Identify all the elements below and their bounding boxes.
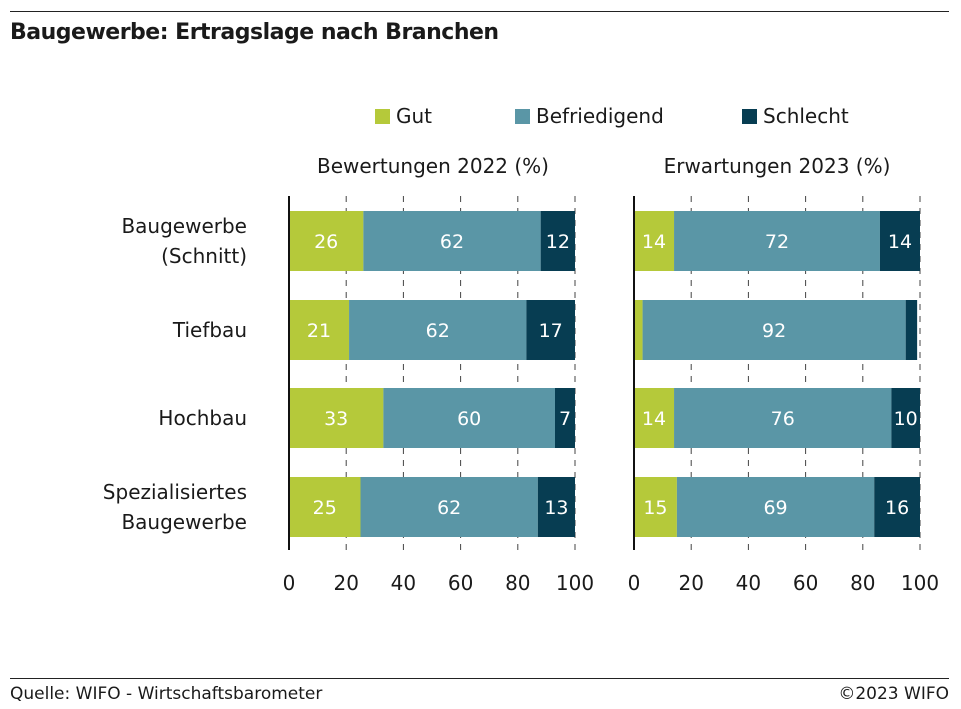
data-label-1-3-gut: 15 — [643, 497, 667, 519]
copyright-note: ©2023 WIFO — [838, 684, 949, 704]
tick-label-1-20: 20 — [678, 571, 703, 595]
tick-label-0-80: 80 — [505, 571, 530, 595]
category-label-2-0: Hochbau — [158, 406, 247, 430]
data-label-0-1-gut: 21 — [307, 320, 331, 342]
bar-1-0-befriedigend — [674, 211, 880, 271]
chart-title: Baugewerbe: Ertragslage nach Branchen — [10, 20, 499, 45]
data-label-0-3-schlecht: 13 — [544, 497, 568, 519]
top-rule — [10, 11, 949, 12]
bar-1-1-befriedigend — [642, 300, 906, 360]
panel-title-2022: Bewertungen 2022 (%) — [316, 154, 549, 178]
legend-label-gut: Gut — [396, 104, 433, 128]
data-label-1-2-schlecht: 10 — [894, 408, 918, 430]
bar-0-0-befriedigend — [363, 211, 541, 271]
category-label-1-0: Tiefbau — [172, 318, 247, 342]
bar-1-3-schlecht — [874, 477, 920, 537]
tick-label-1-40: 40 — [736, 571, 761, 595]
legend: Gut Befriedigend Schlecht — [0, 103, 961, 129]
legend-label-schlecht: Schlecht — [763, 104, 849, 128]
tick-label-0-0: 0 — [283, 571, 296, 595]
data-label-1-3-schlecht: 16 — [885, 497, 909, 519]
bar-1-1-gut — [634, 300, 643, 360]
bar-0-3-schlecht — [537, 477, 575, 537]
data-label-0-3-gut: 25 — [313, 497, 337, 519]
data-label-1-1-befriedigend: 92 — [762, 320, 786, 342]
data-label-1-2-befriedigend: 76 — [771, 408, 795, 430]
bar-0-2-schlecht — [554, 388, 575, 448]
tick-label-1-80: 80 — [850, 571, 875, 595]
tick-label-0-20: 20 — [333, 571, 358, 595]
bar-0-0-schlecht — [540, 211, 575, 271]
bar-1-2-befriedigend — [674, 388, 892, 448]
data-label-0-2-gut: 33 — [324, 408, 348, 430]
legend-swatch-gut — [375, 108, 390, 124]
category-label-0-1: (Schnitt) — [161, 244, 247, 268]
bar-1-0-gut — [634, 211, 675, 271]
bar-1-1-schlecht — [905, 300, 918, 360]
source-note: Quelle: WIFO - Wirtschaftsbarometer — [10, 684, 323, 704]
bar-1-3-gut — [634, 477, 677, 537]
tick-label-1-100: 100 — [901, 571, 939, 595]
data-label-0-0-schlecht: 12 — [546, 231, 570, 253]
data-label-1-3-befriedigend: 69 — [763, 497, 787, 519]
data-label-0-0-befriedigend: 62 — [440, 231, 464, 253]
data-label-0-2-schlecht: 7 — [559, 408, 571, 430]
data-label-1-2-gut: 14 — [642, 408, 666, 430]
category-label-3-0: Spezialisiertes — [103, 480, 247, 504]
legend-swatch-schlecht — [742, 108, 757, 124]
bar-0-3-befriedigend — [360, 477, 538, 537]
tick-label-1-60: 60 — [793, 571, 818, 595]
panel-title-2023: Erwartungen 2023 (%) — [663, 154, 891, 178]
bar-1-3-befriedigend — [676, 477, 875, 537]
legend-swatch-befriedigend — [515, 108, 530, 124]
bar-0-0-gut — [289, 211, 364, 271]
data-label-1-0-befriedigend: 72 — [765, 231, 789, 253]
data-label-0-1-schlecht: 17 — [539, 320, 563, 342]
legend-item-schlecht: Schlecht — [742, 103, 849, 129]
bar-0-1-schlecht — [526, 300, 575, 360]
bottom-rule — [10, 678, 949, 679]
tick-label-1-0: 0 — [628, 571, 641, 595]
category-label-3-1: Baugewerbe — [121, 510, 247, 534]
legend-item-gut: Gut — [375, 103, 432, 129]
tick-label-0-60: 60 — [448, 571, 473, 595]
category-label-0-0: Baugewerbe — [121, 214, 247, 238]
data-label-1-0-schlecht: 14 — [888, 231, 912, 253]
bar-1-2-gut — [634, 388, 675, 448]
bar-0-1-befriedigend — [349, 300, 527, 360]
data-label-0-2-befriedigend: 60 — [457, 408, 481, 430]
bar-0-2-gut — [289, 388, 384, 448]
bar-0-1-gut — [289, 300, 350, 360]
data-label-0-0-gut: 26 — [314, 231, 338, 253]
bar-1-2-schlecht — [891, 388, 920, 448]
legend-item-befriedigend: Befriedigend — [515, 103, 664, 129]
bar-0-3-gut — [289, 477, 361, 537]
tick-label-0-100: 100 — [556, 571, 594, 595]
data-label-0-3-befriedigend: 62 — [437, 497, 461, 519]
legend-label-befriedigend: Befriedigend — [536, 104, 664, 128]
data-label-0-1-befriedigend: 62 — [426, 320, 450, 342]
bar-1-0-schlecht — [879, 211, 920, 271]
bar-0-2-befriedigend — [383, 388, 555, 448]
data-label-1-0-gut: 14 — [642, 231, 666, 253]
tick-label-0-40: 40 — [391, 571, 416, 595]
